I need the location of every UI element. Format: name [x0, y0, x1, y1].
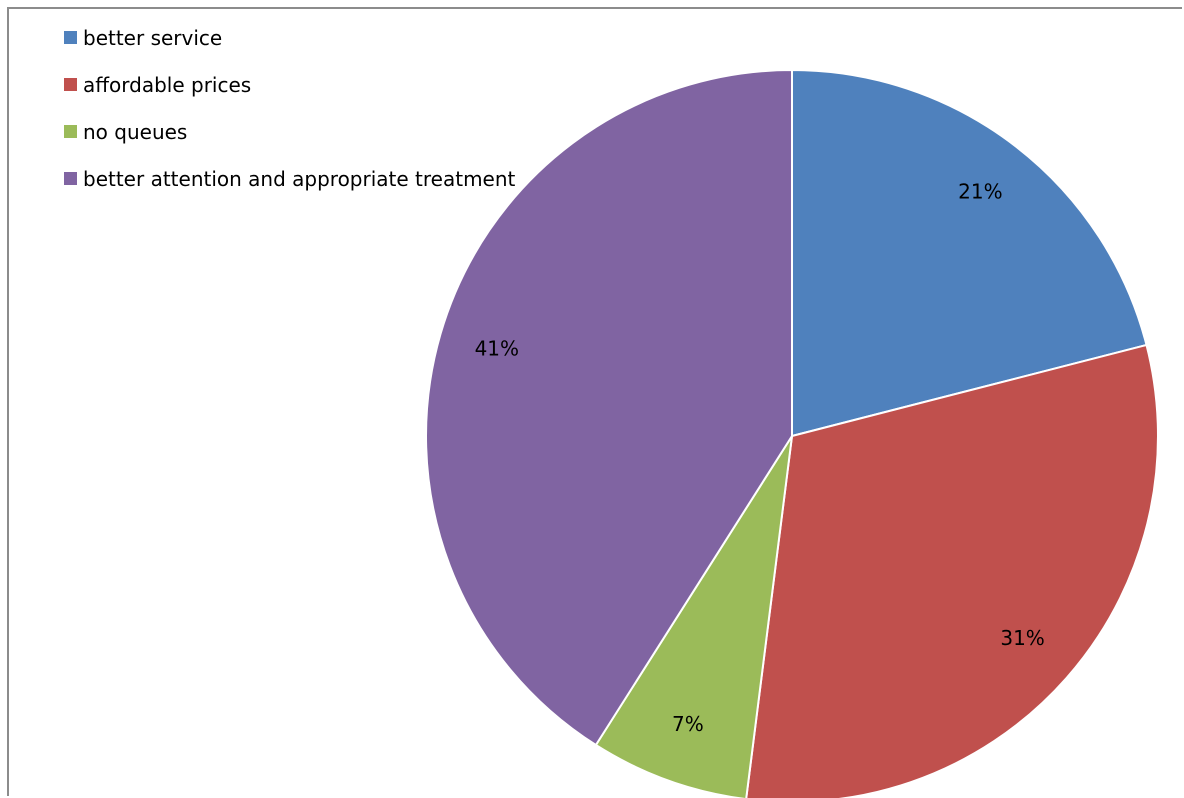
pie-slice-better-attention	[425, 68, 793, 747]
pie-slice-no-queues	[594, 435, 793, 798]
legend-item-affordable-prices: affordable prices	[64, 61, 515, 108]
data-label-better-service: 21%	[958, 180, 1002, 204]
chart-legend: better service affordable prices no queu…	[64, 14, 515, 202]
legend-item-better-service: better service	[64, 14, 515, 61]
pie-slice-better-service	[791, 68, 1148, 438]
legend-label-better-attention: better attention and appropriate treatme…	[83, 166, 516, 191]
pie-data-labels: 21% 31% 7% 41%	[475, 180, 1045, 736]
legend-item-no-queues: no queues	[64, 108, 515, 155]
legend-label-better-service: better service	[83, 25, 223, 50]
legend-swatch-better-attention	[64, 172, 77, 185]
chart-frame	[7, 7, 1182, 796]
data-label-affordable-prices: 31%	[1000, 626, 1044, 650]
data-label-no-queues: 7%	[672, 712, 704, 736]
legend-label-no-queues: no queues	[83, 119, 188, 144]
legend-swatch-no-queues	[64, 125, 77, 138]
pie-slice-affordable-prices	[745, 343, 1159, 798]
legend-label-affordable-prices: affordable prices	[83, 72, 252, 97]
legend-swatch-better-service	[64, 31, 77, 44]
data-label-better-attention: 41%	[475, 337, 519, 361]
pie-slices	[425, 68, 1159, 798]
legend-swatch-affordable-prices	[64, 78, 77, 91]
legend-item-better-attention: better attention and appropriate treatme…	[64, 155, 515, 202]
